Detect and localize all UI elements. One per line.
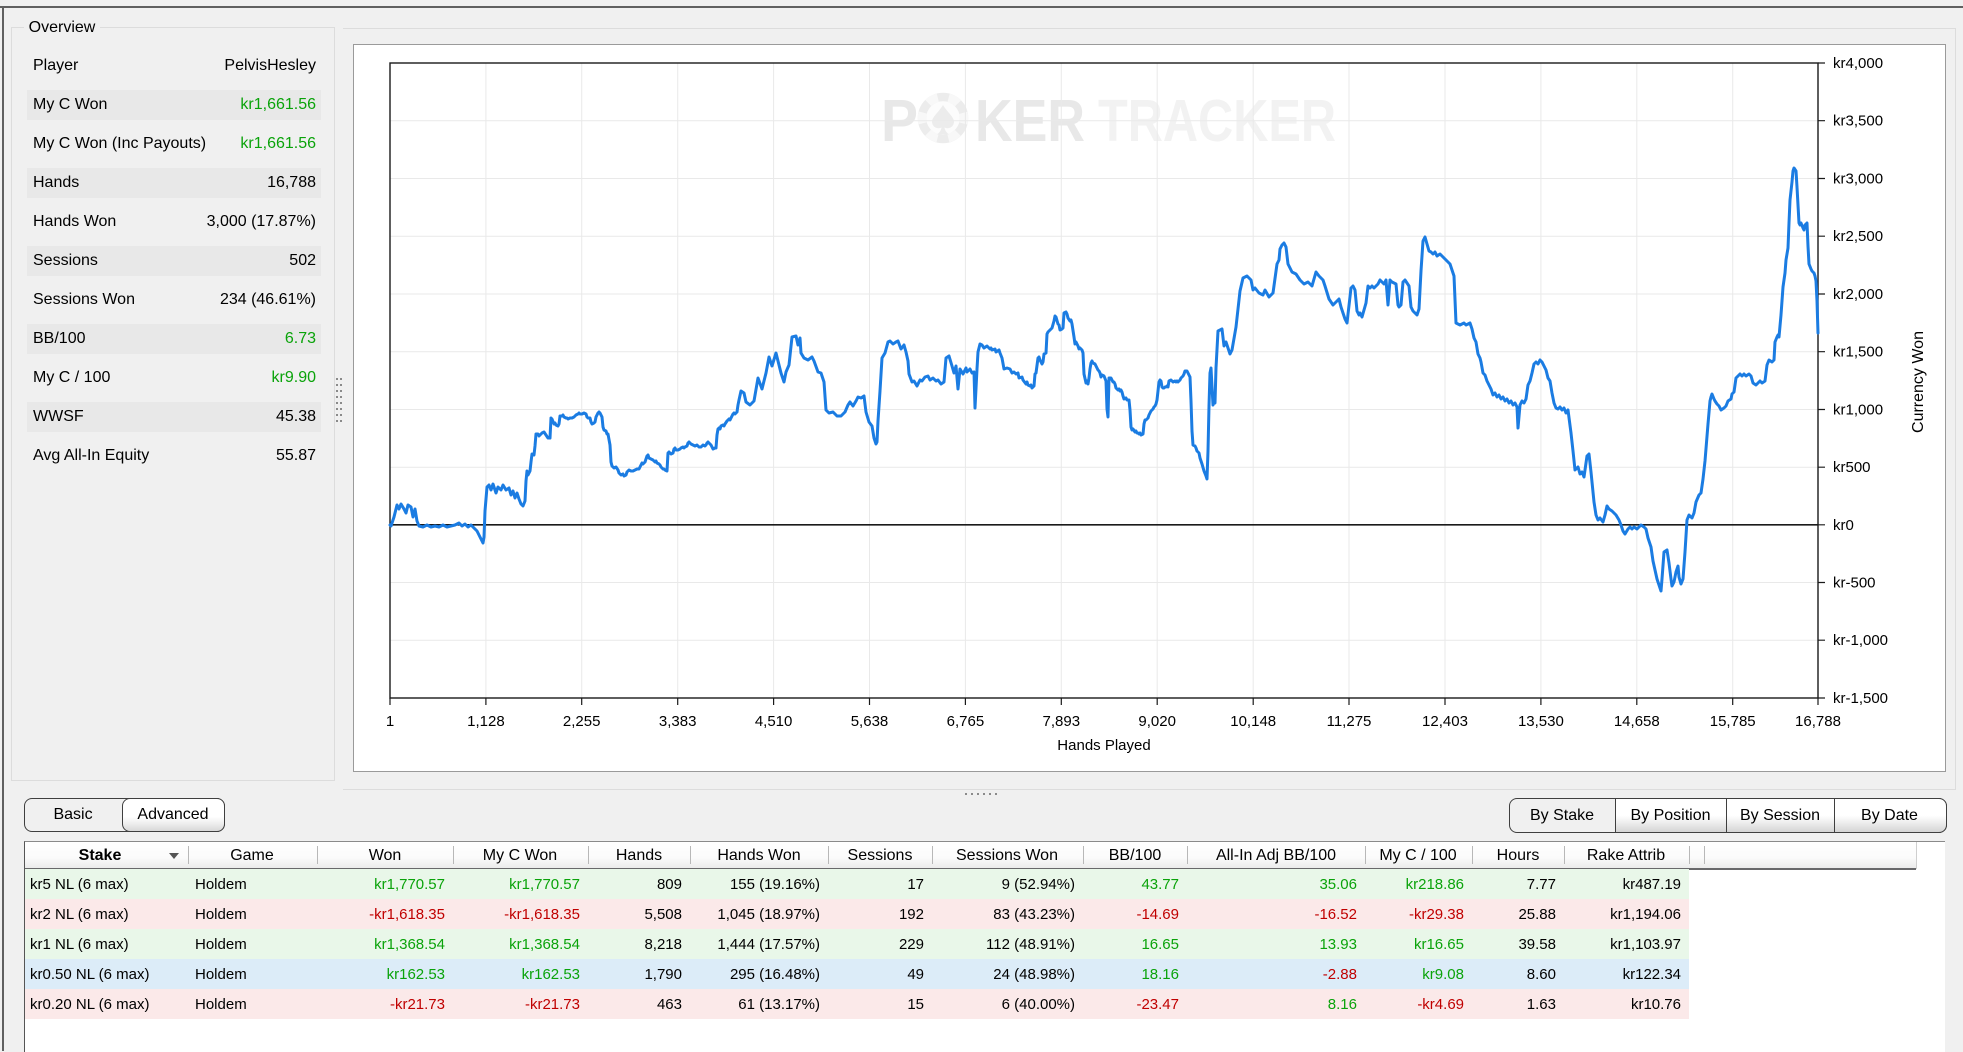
svg-text:Currency Won: Currency Won xyxy=(1910,331,1927,433)
svg-text:12,403: 12,403 xyxy=(1422,713,1468,730)
svg-text:11,275: 11,275 xyxy=(1327,713,1372,730)
svg-text:5,638: 5,638 xyxy=(851,713,889,730)
svg-text:10,148: 10,148 xyxy=(1230,713,1276,730)
svg-text:kr0: kr0 xyxy=(1833,517,1854,534)
svg-text:13,530: 13,530 xyxy=(1518,713,1564,730)
svg-text:kr-500: kr-500 xyxy=(1833,575,1876,592)
svg-text:kr500: kr500 xyxy=(1833,459,1871,476)
svg-text:kr4,000: kr4,000 xyxy=(1833,55,1883,72)
svg-text:kr2,000: kr2,000 xyxy=(1833,286,1883,303)
svg-text:kr1,000: kr1,000 xyxy=(1833,402,1883,419)
svg-text:2,255: 2,255 xyxy=(563,713,601,730)
svg-text:16,788: 16,788 xyxy=(1795,713,1841,730)
svg-text:9,020: 9,020 xyxy=(1138,713,1176,730)
svg-text:kr2,500: kr2,500 xyxy=(1833,228,1883,245)
svg-text:6,765: 6,765 xyxy=(947,713,985,730)
svg-text:kr1,500: kr1,500 xyxy=(1833,344,1883,361)
svg-text:3,383: 3,383 xyxy=(659,713,697,730)
svg-text:kr3,500: kr3,500 xyxy=(1833,113,1883,130)
svg-text:kr-1,500: kr-1,500 xyxy=(1833,690,1888,707)
svg-text:7,893: 7,893 xyxy=(1043,713,1081,730)
svg-text:4,510: 4,510 xyxy=(755,713,793,730)
svg-text:kr3,000: kr3,000 xyxy=(1833,171,1883,188)
svg-text:1,128: 1,128 xyxy=(467,713,505,730)
svg-text:1: 1 xyxy=(386,713,394,730)
svg-text:14,658: 14,658 xyxy=(1614,713,1660,730)
svg-text:15,785: 15,785 xyxy=(1710,713,1756,730)
svg-text:kr-1,000: kr-1,000 xyxy=(1833,632,1888,649)
svg-text:Hands Played: Hands Played xyxy=(1057,737,1150,754)
